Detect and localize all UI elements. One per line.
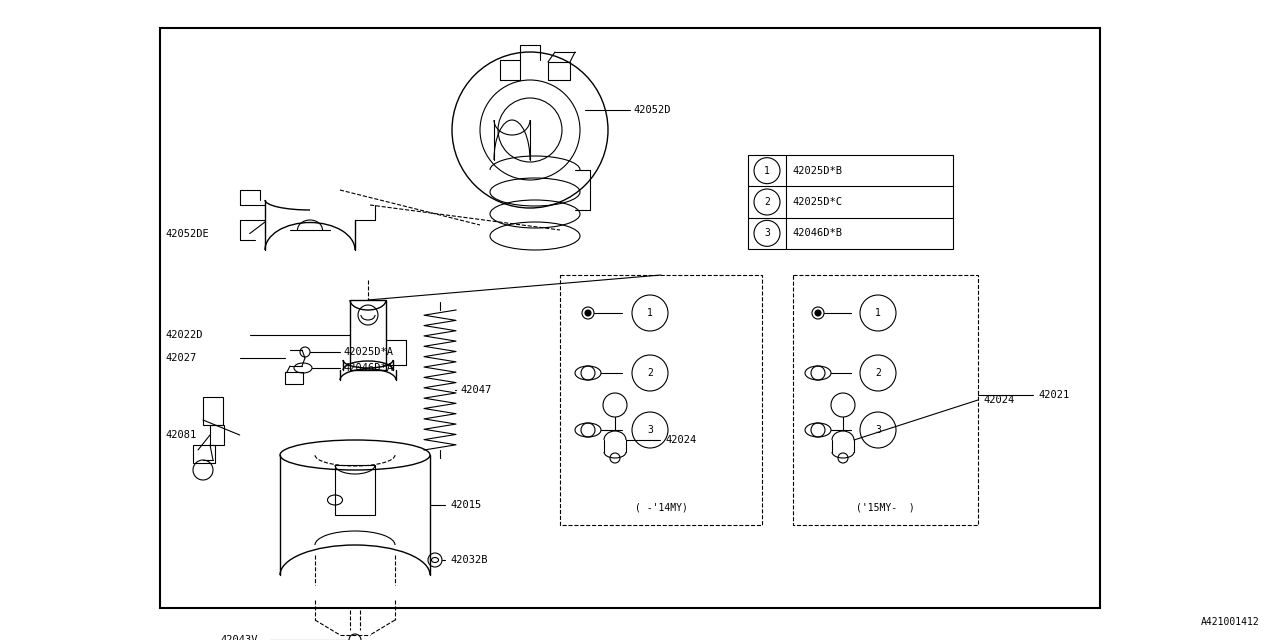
Bar: [548, 62, 570, 80]
Text: 42052D: 42052D: [634, 105, 671, 115]
Text: ('15MY-  ): ('15MY- ): [855, 502, 914, 512]
Bar: [204, 397, 223, 425]
Text: 2: 2: [648, 368, 653, 378]
Bar: [349, 300, 387, 370]
Text: 42025D*A: 42025D*A: [343, 347, 393, 357]
Text: 42052DE: 42052DE: [165, 228, 209, 239]
Text: ( -'14MY): ( -'14MY): [635, 502, 687, 512]
Text: 42015: 42015: [451, 500, 481, 510]
Text: 42025D*C: 42025D*C: [792, 197, 842, 207]
Text: 42047: 42047: [460, 385, 492, 395]
Text: 42024: 42024: [983, 395, 1014, 405]
Text: 42081: 42081: [165, 430, 196, 440]
Text: 1: 1: [876, 308, 881, 318]
Text: 42022D: 42022D: [165, 330, 202, 340]
Circle shape: [585, 310, 591, 316]
Circle shape: [815, 310, 820, 316]
Text: 42027: 42027: [165, 353, 196, 363]
Text: 42025D*B: 42025D*B: [792, 166, 842, 175]
Text: 3: 3: [876, 425, 881, 435]
Text: A421001412: A421001412: [1201, 617, 1260, 627]
Text: 3: 3: [764, 228, 771, 238]
Text: 42024: 42024: [666, 435, 696, 445]
Text: 42046D*A: 42046D*A: [343, 363, 393, 373]
Bar: [748, 155, 954, 249]
Bar: [794, 275, 978, 525]
Bar: [210, 425, 224, 445]
Text: 42046D*B: 42046D*B: [792, 228, 842, 238]
Bar: [160, 28, 1100, 608]
Bar: [561, 275, 762, 525]
Text: 3: 3: [648, 425, 653, 435]
Text: 2: 2: [764, 197, 771, 207]
Text: 1: 1: [764, 166, 771, 175]
Text: 42021: 42021: [1038, 390, 1069, 400]
Bar: [335, 465, 375, 515]
Text: 1: 1: [648, 308, 653, 318]
Text: 2: 2: [876, 368, 881, 378]
Bar: [285, 372, 303, 384]
Text: 42043V: 42043V: [220, 635, 257, 640]
Bar: [193, 445, 215, 463]
Text: 42032B: 42032B: [451, 555, 488, 565]
